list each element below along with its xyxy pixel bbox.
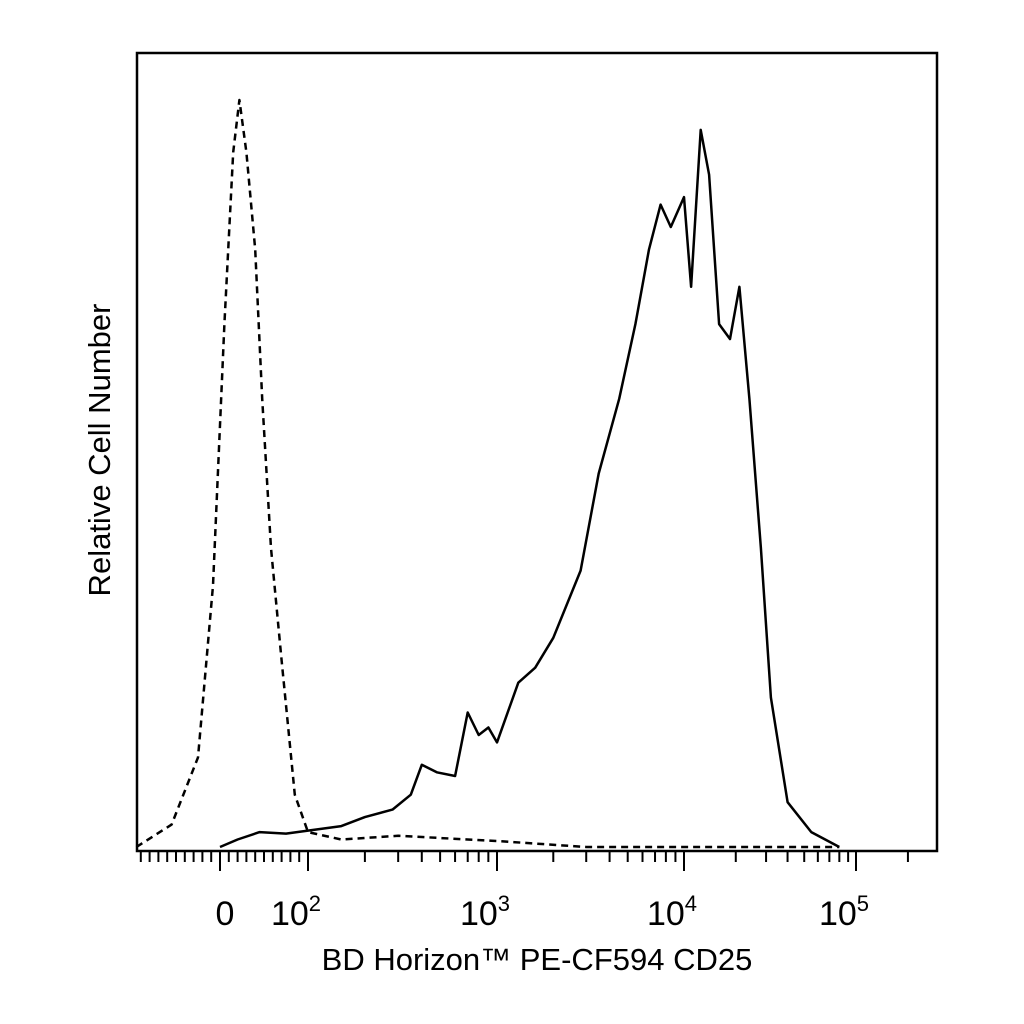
series-line-dashed (135, 98, 840, 849)
x-tick-label-exponent: 2 (309, 891, 321, 916)
series-line-solid (219, 128, 840, 849)
histogram-series (135, 98, 840, 849)
x-tick-label-base: 10 (460, 895, 498, 933)
y-axis-label: Relative Cell Number (82, 304, 117, 597)
x-tick-label: 0 (216, 895, 235, 933)
x-tick-label: 105 (819, 891, 869, 933)
x-axis-ticks (139, 851, 909, 871)
plot-frame (135, 51, 939, 853)
x-tick-label-exponent: 3 (498, 891, 510, 916)
x-tick-label: 103 (460, 891, 510, 933)
x-tick-label: 104 (647, 891, 697, 933)
x-tick-label-exponent: 4 (685, 891, 697, 916)
x-tick-label-base: 10 (819, 895, 857, 933)
x-tick-label: 102 (271, 891, 321, 933)
x-tick-label-base: 10 (271, 895, 309, 933)
x-axis-label: BD Horizon™ PE-CF594 CD25 (322, 942, 753, 977)
x-axis-tick-labels: 0 102 103 104 105 (216, 891, 870, 933)
x-tick-label-exponent: 5 (857, 891, 869, 916)
x-tick-label-base: 10 (647, 895, 685, 933)
